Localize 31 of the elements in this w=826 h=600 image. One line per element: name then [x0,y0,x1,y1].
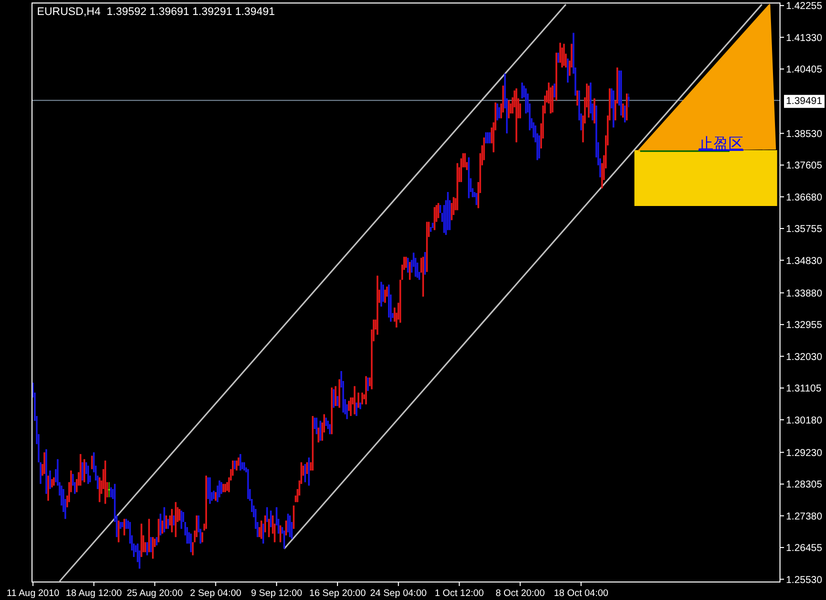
y-tick-label: 1.34830 [786,256,822,267]
y-tick-label: 1.26455 [786,543,822,554]
y-tick-label: 1.25530 [786,574,822,586]
x-tick-label: 24 Sep 04:00 [370,588,427,599]
y-tick-label: 1.41330 [786,32,822,44]
y-tick-label: 1.32955 [786,320,822,332]
y-tick-label: 1.28305 [786,480,822,491]
x-tick-label: 25 Aug 20:00 [126,588,183,599]
y-tick-label: 1.33880 [786,288,822,300]
x-tick-label: 18 Oct 04:00 [554,588,608,599]
x-tick-label: 11 Aug 2010 [6,588,60,599]
y-tick-label: 1.35755 [786,224,822,236]
x-tick-label: 2 Sep 04:00 [190,588,242,599]
y-tick-label: 1.32030 [786,352,822,363]
x-tick-label: 1 Oct 12:00 [434,588,484,599]
title: EURUSD,H4 1.39592 1.39691 1.39291 1.39491 [37,6,275,18]
y-tick-label: 1.40405 [786,64,822,76]
y-tick-label: 1.31105 [786,384,822,395]
annotation: 止盈区 [698,135,744,152]
x-tick-label: 18 Aug 12:00 [66,588,122,599]
y-tick-label: 1.30180 [786,415,822,426]
y-tick-label: 1.37605 [786,160,822,172]
y-tick-label: 1.29230 [786,448,822,459]
y-tick-label: 1.27380 [786,511,822,522]
y-tick-label: 1.38530 [786,128,822,140]
ref-line-label: 1.39491 [784,94,825,108]
x-tick-label: 16 Sep 20:00 [309,588,366,599]
x-tick-label: 9 Sep 12:00 [250,588,302,599]
y-tick-label: 1.42255 [786,1,822,12]
y-tick-label: 1.36680 [786,192,822,204]
x-tick-label: 8 Oct 20:00 [496,588,545,599]
